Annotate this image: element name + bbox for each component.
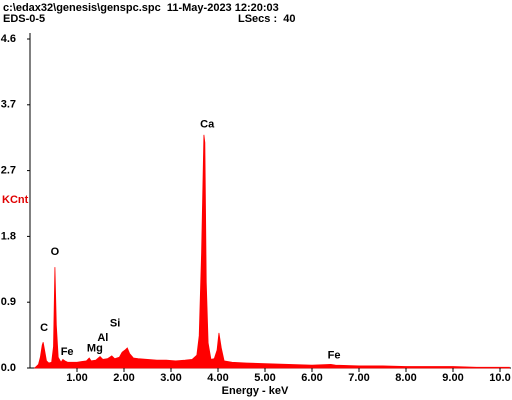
y-tick-label: 4.6 (1, 33, 16, 45)
peak-label: C (40, 322, 48, 334)
peak-label: Si (110, 318, 120, 330)
peak-label: Mg (87, 343, 103, 355)
chart-title: c:\edax32\genesis\genspc.spc 11-May-2023… (3, 2, 279, 14)
spectrum (33, 134, 510, 369)
x-tick-label: 4.00 (207, 372, 228, 384)
y-tick-label: 1.8 (1, 230, 16, 242)
x-tick-label: 3.00 (160, 372, 181, 384)
peak-label: Ca (200, 119, 215, 131)
peak-label: Fe (61, 346, 74, 358)
x-tick-label: 10.0 (489, 372, 510, 384)
x-tick-label: 9.00 (442, 372, 463, 384)
y-tick-label: 2.7 (1, 165, 16, 177)
x-tick-label: 1.00 (66, 372, 87, 384)
x-tick-label: 8.00 (395, 372, 416, 384)
peak-label: Fe (328, 350, 341, 362)
y-tick-label: 0.0 (1, 362, 16, 374)
x-tick-label: 5.00 (254, 372, 275, 384)
x-tick-label: 2.00 (113, 372, 134, 384)
y-tick-label: 3.7 (1, 99, 16, 111)
x-tick-label: 6.00 (301, 372, 322, 384)
y-axis-label: KCnt (2, 194, 29, 206)
x-axis-label: Energy - keV (222, 385, 289, 397)
peak-label: Al (97, 332, 108, 344)
y-tick-label: 0.9 (1, 296, 16, 308)
x-tick-label: 7.00 (348, 372, 369, 384)
peak-label: O (51, 246, 60, 258)
chart-subtitle: EDS-0-5 (3, 13, 45, 25)
live-seconds: LSecs : 40 (238, 13, 295, 25)
